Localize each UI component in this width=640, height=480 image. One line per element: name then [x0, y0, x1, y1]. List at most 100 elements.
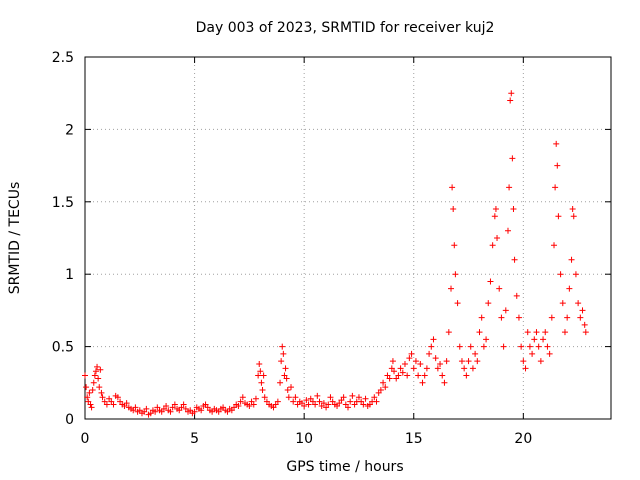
data-point: [575, 300, 582, 307]
data-point: [278, 358, 285, 365]
data-point: [434, 365, 441, 372]
data-point: [88, 404, 95, 411]
data-point: [520, 358, 527, 365]
data-point: [180, 401, 187, 408]
data-point: [408, 350, 415, 357]
data-point: [496, 285, 503, 292]
data-point: [552, 184, 559, 191]
data-point: [535, 343, 542, 350]
data-point: [89, 387, 96, 394]
data-point: [380, 379, 387, 386]
data-point: [441, 379, 448, 386]
data-point: [345, 404, 351, 411]
data-point: [544, 343, 551, 350]
data-point: [395, 372, 402, 379]
x-tick-label: 15: [405, 431, 423, 447]
data-point: [235, 402, 242, 409]
data-point: [327, 394, 334, 401]
data-point: [581, 321, 588, 328]
y-tick-label: 2: [65, 122, 74, 138]
data-point: [570, 213, 577, 220]
data-point: [279, 343, 286, 350]
data-point: [103, 401, 110, 408]
data-point: [474, 358, 481, 365]
data-point: [282, 365, 289, 372]
data-point: [349, 392, 356, 399]
data-point: [494, 235, 501, 241]
data-point: [237, 398, 244, 405]
y-tick-label: 0: [65, 412, 74, 428]
data-point: [509, 155, 516, 162]
data-point: [386, 375, 393, 382]
data-point: [239, 394, 246, 401]
data-point: [260, 372, 267, 379]
data-point: [152, 408, 159, 415]
data-point: [502, 307, 509, 314]
data-point: [449, 184, 456, 191]
data-point: [290, 398, 297, 405]
data-point: [255, 372, 262, 379]
data-point: [347, 398, 354, 405]
data-point: [325, 401, 332, 408]
data-point: [82, 372, 88, 379]
data-point: [314, 392, 321, 399]
data-point: [399, 369, 406, 376]
data-point: [391, 368, 398, 375]
x-tick-label: 5: [190, 431, 199, 447]
data-point: [522, 365, 529, 372]
data-point: [548, 314, 555, 321]
data-point: [97, 366, 104, 373]
y-axis-label: SRMTID / TECUs: [7, 182, 23, 295]
y-tick-label: 0.5: [52, 340, 74, 356]
data-point: [92, 368, 99, 375]
data-point: [252, 395, 259, 402]
data-point: [448, 285, 455, 292]
data-point: [421, 372, 428, 379]
data-point: [110, 401, 117, 408]
x-axis-label: GPS time / hours: [286, 459, 403, 475]
data-point: [454, 300, 461, 307]
data-point: [284, 387, 291, 394]
data-point: [540, 336, 547, 343]
data-point: [546, 350, 553, 357]
data-point: [561, 329, 568, 336]
data-point: [485, 300, 492, 307]
data-point: [355, 394, 362, 401]
data-point: [451, 242, 458, 249]
data-point: [445, 329, 452, 336]
data-point: [98, 389, 105, 396]
data-point: [274, 398, 281, 405]
data-point: [555, 213, 562, 220]
data-point: [498, 314, 505, 321]
data-point: [95, 375, 102, 382]
data-point: [167, 408, 174, 415]
data-point: [510, 206, 517, 213]
data-point: [557, 271, 564, 278]
data-point: [428, 343, 435, 350]
data-point: [257, 368, 264, 375]
data-point: [461, 365, 468, 372]
data-point: [360, 401, 367, 408]
data-point: [487, 278, 494, 285]
data-point: [463, 372, 470, 379]
data-point: [382, 384, 389, 391]
data-point: [285, 394, 292, 401]
data-point: [480, 343, 487, 350]
data-point: [566, 285, 573, 292]
data-point: [467, 343, 474, 350]
data-point: [443, 358, 450, 365]
data-point: [91, 372, 98, 379]
data-point: [303, 397, 310, 404]
data-point: [579, 307, 586, 314]
data-point: [559, 300, 566, 307]
data-point: [288, 384, 295, 391]
data-point: [99, 394, 106, 401]
data-point: [511, 256, 518, 263]
data-point: [553, 140, 560, 147]
data-point: [340, 394, 347, 401]
data-point: [406, 355, 413, 362]
data-point: [430, 336, 437, 343]
data-point: [132, 404, 139, 411]
data-point: [569, 206, 576, 213]
